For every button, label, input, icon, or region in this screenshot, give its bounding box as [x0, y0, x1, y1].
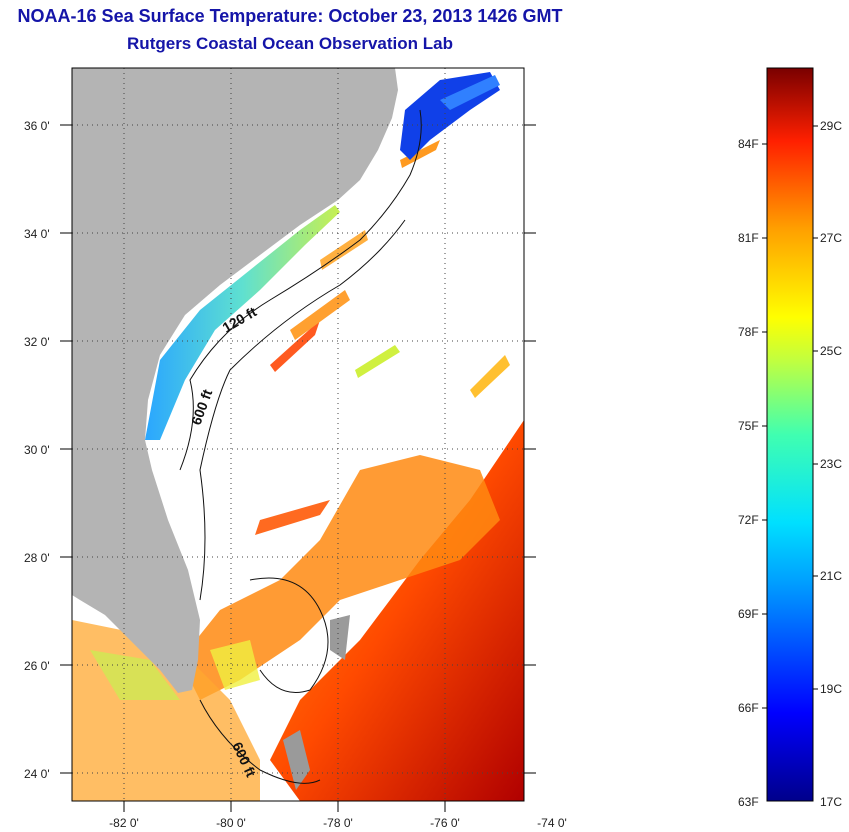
colorbar-f-label: 72F — [738, 513, 759, 527]
map-gridlines — [72, 68, 524, 801]
lat-label: 26 0' — [24, 659, 50, 673]
colorbar-c-label: 21C — [820, 569, 842, 583]
colorbar-c-label: 17C — [820, 795, 842, 809]
lon-label: -74 0' — [537, 816, 567, 830]
us-landmass — [72, 68, 398, 693]
lon-label: -82 0' — [109, 816, 139, 830]
map-title: NOAA-16 Sea Surface Temperature: October… — [17, 6, 563, 26]
cold-water-edge — [440, 75, 500, 110]
lon-label: -80 0' — [216, 816, 246, 830]
colorbar-c-label: 29C — [820, 119, 842, 133]
map-subtitle: Rutgers Coastal Ocean Observation Lab — [127, 34, 453, 53]
colorbar — [766, 67, 814, 802]
streak — [470, 355, 510, 398]
streak — [255, 500, 330, 535]
colorbar-f-label: 75F — [738, 419, 759, 433]
gulf-green-patch — [90, 650, 180, 700]
lat-label: 32 0' — [24, 335, 50, 349]
lat-label: 36 0' — [24, 119, 50, 133]
colorbar-f-label: 63F — [738, 795, 759, 809]
lon-label: -78 0' — [323, 816, 353, 830]
colorbar-f-label: 81F — [738, 231, 759, 245]
island — [330, 615, 350, 660]
coastal-band — [145, 205, 340, 440]
lat-label: 30 0' — [24, 443, 50, 457]
keys-patch — [210, 640, 260, 690]
colorbar-f-label: 78F — [738, 325, 759, 339]
landmass-west — [72, 490, 80, 545]
lat-label: 28 0' — [24, 551, 50, 565]
sst-layer — [72, 72, 524, 801]
lat-label: 24 0' — [24, 767, 50, 781]
colorbar-f-label: 69F — [738, 607, 759, 621]
colorbar-c-label: 27C — [820, 231, 842, 245]
colorbar-f-label: 66F — [738, 701, 759, 715]
streak — [355, 345, 400, 378]
colorbar-c-label: 23C — [820, 457, 842, 471]
colorbar-c-label: 19C — [820, 682, 842, 696]
lat-label: 34 0' — [24, 227, 50, 241]
colorbar-ticks — [762, 125, 818, 709]
lon-label: -76 0' — [430, 816, 460, 830]
colorbar-c-label: 25C — [820, 344, 842, 358]
streak — [270, 320, 320, 372]
colorbar-f-label: 84F — [738, 137, 759, 151]
streak — [290, 290, 350, 340]
bathymetry-contours — [179, 109, 422, 784]
map-ticks — [60, 124, 536, 812]
map-frame — [71, 67, 525, 802]
island — [283, 730, 310, 790]
gulf-stream-region — [180, 455, 500, 700]
streak — [400, 140, 440, 168]
